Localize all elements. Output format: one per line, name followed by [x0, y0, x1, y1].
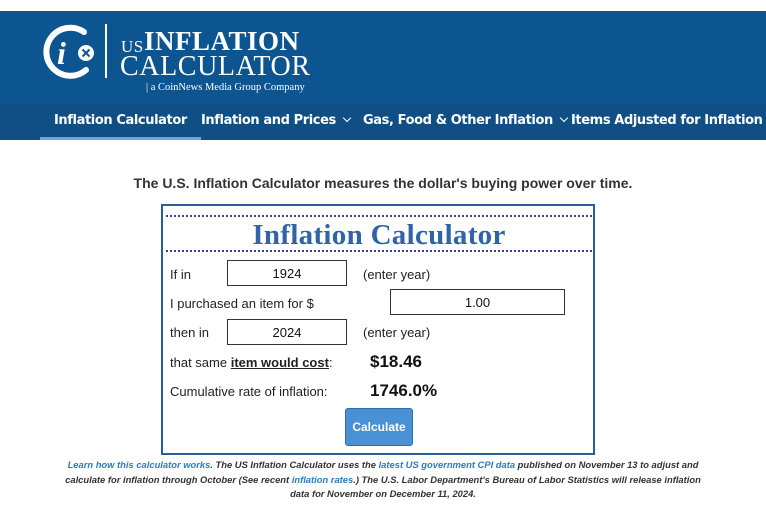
item-cost-prefix: that same	[170, 355, 231, 370]
footer-text-2: published on November 13 to adjust and c…	[65, 459, 699, 485]
purchased-label: I purchased an item for $	[170, 296, 314, 311]
footer-note: Learn how this calculator works. The US …	[60, 458, 706, 502]
inflation-rates-link[interactable]: inflation rates	[291, 473, 354, 485]
nav-label: Gas, Food & Other Inflation	[363, 113, 553, 128]
if-in-label: If in	[170, 267, 191, 282]
chevron-down-icon	[559, 113, 569, 123]
calculator-title: Inflation Calculator	[252, 219, 506, 251]
item-cost-suffix: :	[328, 355, 333, 370]
nav-item-gas-food-other[interactable]: Gas, Food & Other Inflation	[363, 104, 569, 140]
cumulative-result: 1746.0%	[370, 381, 438, 400]
top-strip	[0, 0, 766, 11]
enter-year-hint-1: (enter year)	[363, 267, 431, 282]
cpi-data-link[interactable]: latest US government CPI data	[378, 459, 516, 470]
main-nav: Inflation Calculator Inflation and Price…	[0, 104, 766, 140]
calculate-button[interactable]: Calculate	[345, 408, 413, 446]
nav-label: Items Adjusted for Inflation	[571, 113, 763, 128]
brand-calculator: CALCULATOR	[120, 51, 311, 82]
amount-input[interactable]	[390, 289, 565, 315]
nav-label: Inflation Calculator	[54, 113, 187, 128]
nav-item-inflation-calculator[interactable]: Inflation Calculator	[40, 104, 201, 140]
nav-item-items-adjusted[interactable]: Items Adjusted for Inflation	[571, 104, 766, 140]
site-header: i US INFLATION CALCULATOR | a CoinNews M…	[0, 11, 766, 104]
start-year-input[interactable]	[227, 260, 347, 286]
cost-result: $18.46	[370, 352, 422, 371]
logo-divider	[105, 24, 107, 78]
intro-text: The U.S. Inflation Calculator measures t…	[133, 175, 633, 191]
inflation-calculator-panel: Inflation Calculator If in (enter year) …	[161, 204, 595, 455]
footer-text-1: . The US Inflation Calculator uses the	[210, 459, 379, 470]
enter-year-hint-2: (enter year)	[363, 325, 431, 340]
chevron-down-icon	[342, 113, 352, 123]
logo-icon[interactable]: i	[40, 24, 96, 80]
brand-subtitle: | a CoinNews Media Group Company	[146, 82, 305, 93]
calculator-title-band: Inflation Calculator	[166, 215, 592, 252]
logo-letter: i	[57, 35, 66, 71]
brand-us: US	[121, 37, 144, 56]
cumulative-label: Cumulative rate of inflation:	[170, 384, 328, 399]
nav-item-inflation-and-prices[interactable]: Inflation and Prices	[201, 104, 352, 140]
end-year-input[interactable]	[227, 319, 347, 345]
footer-text-3: .) The U.S. Labor Department's Bureau of…	[290, 473, 701, 500]
nav-label: Inflation and Prices	[201, 113, 336, 128]
brand-inflation: INFLATION	[144, 26, 300, 56]
item-cost-label: that same item would cost:	[170, 355, 333, 370]
how-it-works-link[interactable]: Learn how this calculator works	[67, 459, 211, 470]
then-in-label: then in	[170, 325, 210, 340]
item-cost-link[interactable]: item would cost	[230, 355, 329, 370]
